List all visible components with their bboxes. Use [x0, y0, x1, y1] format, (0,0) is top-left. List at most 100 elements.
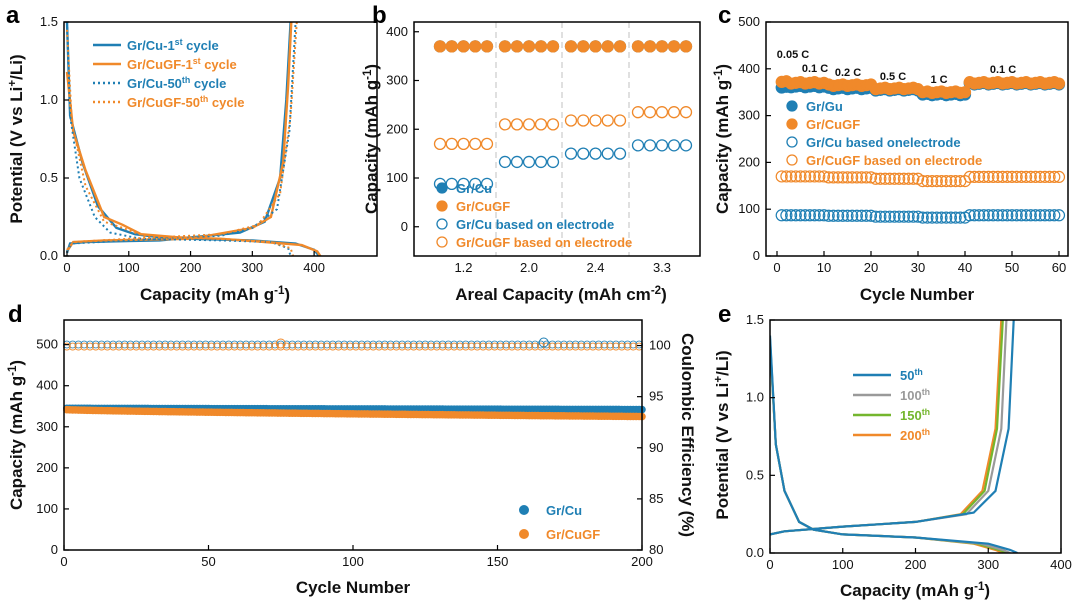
panel-e-series-2-discharge	[770, 338, 1011, 553]
panel-c-point	[808, 209, 821, 222]
panel-b-point	[613, 40, 627, 53]
panel-d-ce-point-grcugf	[363, 342, 372, 351]
panel-c-xtick-label: 50	[1005, 260, 1019, 275]
panel-c-point	[1001, 209, 1014, 222]
panel-d-ce-point-grcugf	[519, 342, 528, 351]
panel-a-xtick-label: 0	[63, 260, 70, 275]
panel-e-curves	[770, 320, 1018, 553]
panel-c-rate-label-1: 0.05 C	[777, 49, 809, 61]
panel-c-rate-label-6: 0.1 C	[990, 64, 1016, 76]
panel-d-ce-point-grcu	[351, 340, 360, 349]
panel-d-ce-point-grcugf	[120, 342, 129, 351]
panel-d-ce-point-grcu	[334, 340, 343, 349]
panel-c-point	[836, 171, 849, 184]
panel-d-ce-point-grcu	[432, 340, 441, 349]
panel-d-ce-point-grcugf	[513, 342, 522, 351]
panel-c-point	[803, 209, 817, 222]
panel-d-ce-point-grcugf	[594, 342, 603, 351]
panel-d-y2tick-label: 80	[649, 542, 663, 557]
panel-c-point	[963, 170, 976, 184]
panel-c-point	[977, 209, 990, 222]
panel-d-ce-point-grcu	[115, 340, 123, 349]
panel-b-legend-4-marker	[436, 236, 448, 248]
panel-b-point	[457, 40, 470, 53]
panel-b-point	[498, 155, 512, 169]
panel-d-ce-point-grcu	[224, 340, 233, 349]
panel-a-series-4-charge	[66, 22, 298, 251]
panel-c-point	[817, 170, 831, 183]
panel-b-point	[643, 139, 657, 152]
panel-d-ce-point-grcu	[247, 340, 256, 349]
panel-b-point	[498, 40, 512, 53]
panel-d-ce-point-grcugf	[479, 342, 487, 351]
panel-e-legend-1-text: 50th	[900, 367, 923, 383]
panel-b-ytick-label: 200	[386, 121, 408, 136]
panel-c-frame	[765, 21, 1069, 257]
panel-d-ytick-label: 400	[36, 378, 58, 393]
panel-c-xtick-label: 60	[1052, 260, 1066, 275]
panel-d-ce-point-grcu	[253, 340, 262, 349]
panel-d-ce-point-grcu	[421, 340, 430, 349]
panel-d-ce-point-grcugf	[629, 342, 638, 351]
panel-c-point	[874, 210, 887, 223]
panel-d-ce-point-grcu	[271, 340, 279, 349]
panel-b-point	[510, 118, 524, 131]
panel-e-series-4-charge	[770, 320, 1003, 536]
panel-c-chart: 0 10 20 30 40 50 60 0 100 200 300 400 500 Cycle Numbe…	[713, 14, 1069, 304]
panel-d-ce-point-grcu	[444, 340, 453, 349]
panel-e-ytick-label: 0.5	[746, 467, 764, 482]
panel-c-point	[883, 172, 896, 185]
panel-d-ce-point-grcu	[588, 340, 597, 349]
panel-b-point	[589, 114, 602, 127]
panel-b-ytick-label: 0	[401, 219, 408, 234]
panel-d-ce-point-grcugf	[126, 342, 135, 351]
panel-c-legend-1-marker	[786, 100, 798, 112]
panel-d-ce-point-grcu	[606, 340, 615, 349]
panel-b-point	[655, 106, 669, 119]
panel-d-y2tick-label: 95	[649, 389, 663, 404]
panel-c-xtick-label: 20	[864, 260, 878, 275]
panel-c-xtick-label: 40	[958, 260, 972, 275]
panel-a-xtick-label: 300	[241, 260, 263, 275]
panel-b-point	[613, 114, 627, 127]
panel-d-ce-point-grcugf	[178, 342, 187, 351]
panel-c-point	[822, 209, 835, 222]
panel-c-point	[808, 170, 821, 183]
panel-c-point	[888, 210, 901, 223]
panel-c-point	[972, 209, 986, 222]
panel-c-point	[1048, 209, 1061, 222]
panel-c-xtick-label: 30	[911, 260, 925, 275]
panel-b-legend-4-text: Gr/CuGF based on electrode	[456, 235, 632, 250]
panel-c-point	[878, 210, 892, 223]
panel-d-ce-point-grcu	[236, 340, 245, 349]
panel-c-point	[902, 210, 915, 223]
panel-d-ce-point-grcugf	[577, 342, 586, 351]
panel-d-ce-point-grcugf	[103, 342, 112, 351]
panel-c-point	[907, 172, 920, 185]
panel-c-point	[794, 209, 807, 222]
panel-a-legend-3-text: Gr/Cu-50th cycle	[127, 75, 226, 91]
panel-d-y2tick-label: 90	[649, 440, 663, 455]
panel-d-ce-point-grcugf	[74, 342, 83, 351]
panel-c-point	[991, 170, 1005, 184]
panel-d-ce-point-grcu	[617, 340, 626, 349]
panel-b-point	[546, 155, 560, 169]
panel-b-legend-3-text: Gr/Cu based on electrode	[456, 217, 614, 232]
panel-d-ce-point-grcu	[513, 340, 522, 349]
panel-d-ytick-label: 0	[51, 542, 58, 557]
panel-d-ce-point-grcugf	[588, 342, 597, 351]
panel-d-ce-point-grcu	[473, 340, 482, 349]
panel-e-chart: 0 100 200 300 400 0.0 0.5 1.0 1.5 Capacity (mAh g…	[713, 312, 1072, 600]
panel-b-legend-3-marker	[436, 218, 448, 230]
panel-d-ce-point-grcugf	[195, 342, 204, 351]
panel-d-ce-point-grcugf	[398, 342, 407, 351]
panel-b-xtick-label: 2.0	[520, 260, 538, 275]
panel-b-point	[469, 177, 482, 191]
panel-b-point	[510, 155, 524, 169]
panel-c-point	[940, 175, 953, 188]
panel-d-ce-point-grcu	[629, 340, 638, 349]
panel-d-ce-point-grcugf	[161, 342, 170, 351]
panel-d-ce-point-grcu	[450, 340, 459, 349]
panel-d-xtick-label: 50	[201, 554, 215, 569]
